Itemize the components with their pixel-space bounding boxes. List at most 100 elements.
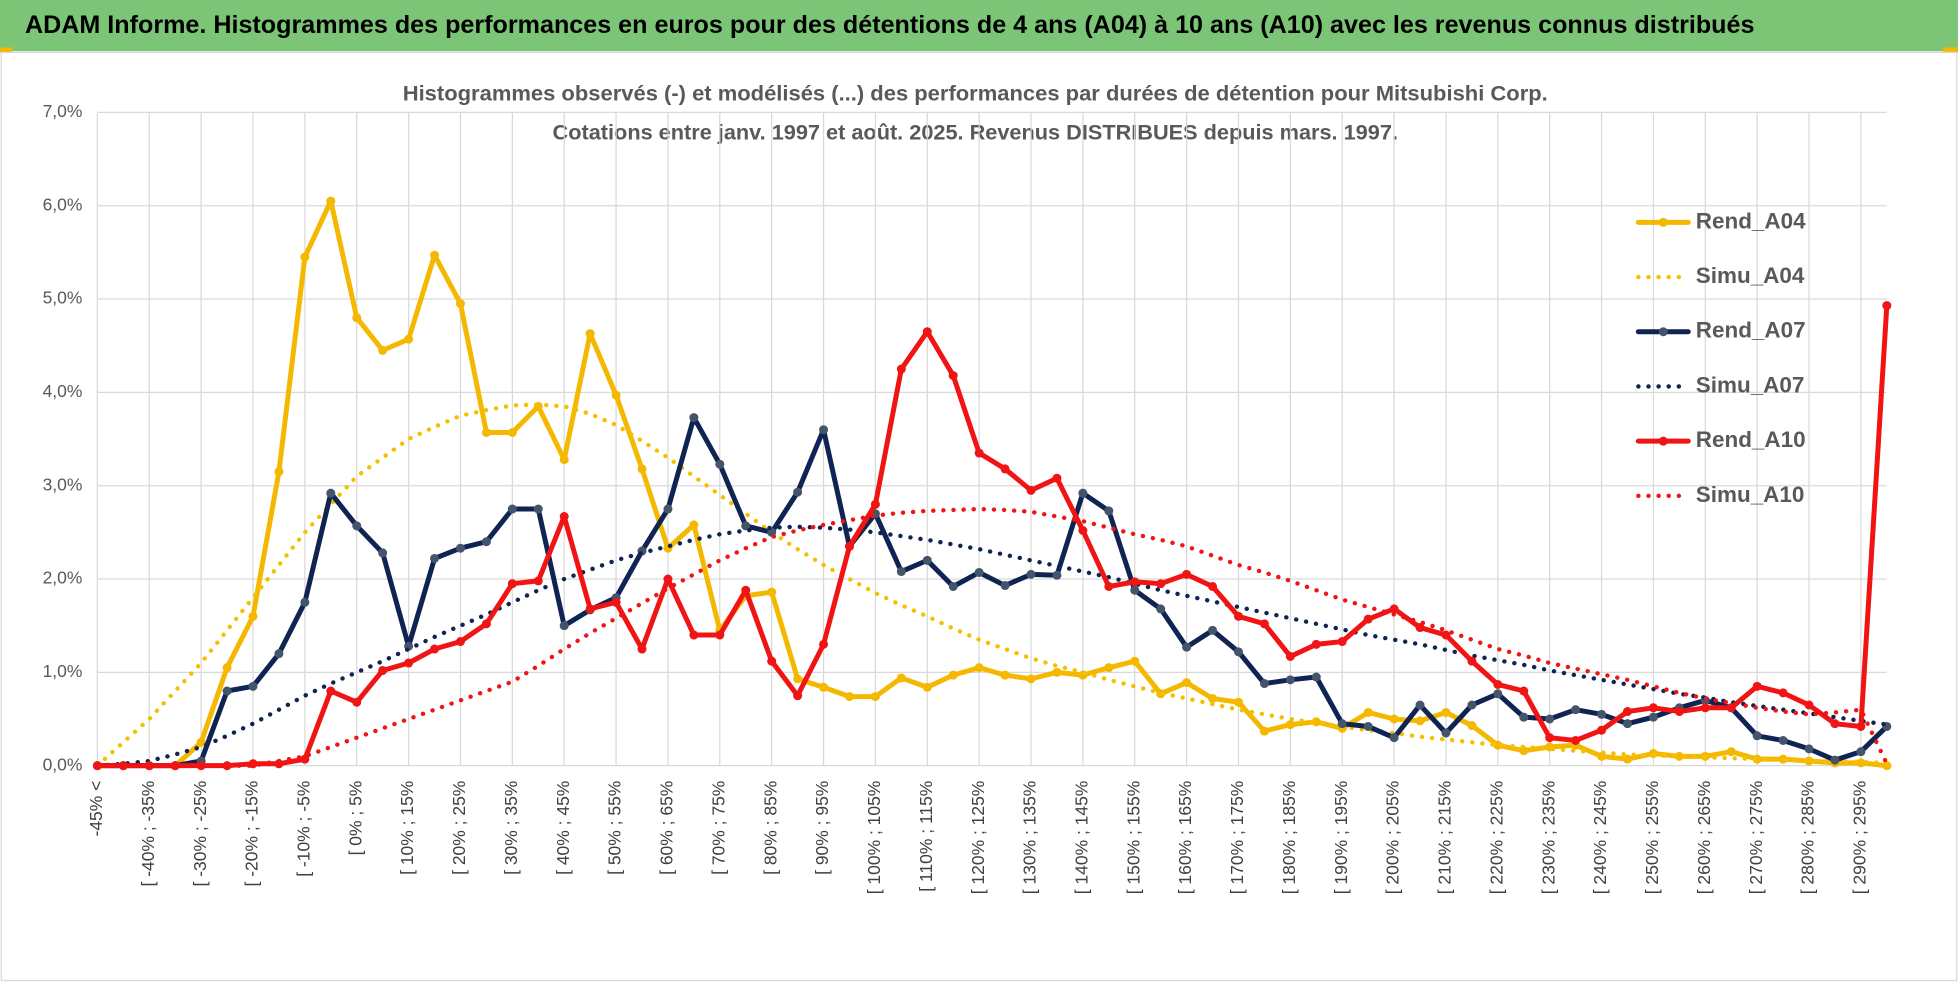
series-line [95,506,1890,768]
data-point [326,488,336,498]
data-point [170,761,180,771]
data-point [793,487,803,497]
y-tick-label: 2,0% [43,568,83,588]
data-point [1182,569,1192,579]
y-tick-label: 1,0% [43,661,83,681]
x-tick-label: [ -30% ; -25% [190,781,210,887]
data-point [1648,703,1658,713]
data-point [274,649,284,659]
data-point [430,250,440,260]
data-point [352,697,362,707]
y-tick-label: 4,0% [43,381,83,401]
legend-label: Rend_A10 [1696,427,1806,452]
data-point [404,658,414,668]
data-point [1104,581,1114,591]
data-point [948,371,958,381]
data-point [1311,717,1321,727]
data-point [196,737,206,747]
data-point [1311,639,1321,649]
x-tick-label: [ 90% ; 95% [812,781,832,875]
data-point [455,543,465,553]
data-point [1130,656,1140,666]
data-point [793,674,803,684]
x-tick-label: -45% < [86,781,106,837]
data-point [1700,703,1710,713]
data-point [248,681,258,691]
x-tick-label: [ 20% ; 25% [449,781,469,875]
data-point [896,364,906,374]
x-tick-label: [ 140% ; 145% [1072,781,1092,895]
data-point [378,548,388,558]
data-point [1441,707,1451,717]
data-point [741,585,751,595]
data-point [1130,585,1140,595]
data-point [222,663,232,673]
corner-mark [0,47,13,53]
data-point [1156,579,1166,589]
data-point [767,587,777,597]
data-point [1026,485,1036,495]
data-point [844,692,854,702]
x-tick-label: [ 290% ; 295% [1850,781,1870,895]
data-point [1233,647,1243,657]
data-point [352,521,362,531]
data-point [1078,525,1088,535]
x-tick-label: [ 260% ; 265% [1694,781,1714,895]
data-point [1519,686,1529,696]
data-point [1804,756,1814,766]
data-point [1571,705,1581,715]
x-tick-label: [ 190% ; 195% [1331,781,1351,895]
data-point [1130,577,1140,587]
x-tick-label: [ 210% ; 215% [1435,781,1455,895]
series-line [95,524,1890,768]
data-point [922,555,932,565]
header-bar [0,0,1958,52]
data-point [844,541,854,551]
chart-subtitle: Cotations entre janv. 1997 et août. 2025… [553,121,1398,144]
data-point [715,630,725,640]
data-point [326,196,336,206]
x-tick-label: [ -40% ; -35% [138,781,158,887]
data-point [896,673,906,683]
x-tick-label: [ 50% ; 55% [605,781,625,875]
data-point [1674,707,1684,717]
data-point [896,567,906,577]
legend-marker [1658,217,1668,227]
x-tick-label: [ 250% ; 255% [1642,781,1662,895]
data-point [1104,506,1114,516]
legend-label: Simu_A04 [1696,263,1805,288]
data-point [870,692,880,702]
x-tick-label: [ 160% ; 165% [1175,781,1195,895]
data-point [819,682,829,692]
data-point [585,329,595,339]
data-point [404,334,414,344]
y-tick-label: 7,0% [43,101,83,121]
data-point [1726,747,1736,757]
data-point [1389,714,1399,724]
data-point [974,663,984,673]
data-point [1545,733,1555,743]
data-point [1285,720,1295,730]
data-point [663,574,673,584]
data-point [300,252,310,262]
x-tick-label: [ 110% ; 115% [916,781,936,892]
data-point [455,299,465,309]
data-point [326,686,336,696]
data-point [819,639,829,649]
data-point [1571,735,1581,745]
data-point [1467,656,1477,666]
series-line [94,303,1890,769]
data-point [1000,670,1010,680]
data-point [1208,581,1218,591]
x-tick-label: [ 80% ; 85% [760,781,780,875]
data-point [1000,581,1010,591]
x-tick-label: [ 220% ; 225% [1486,781,1506,895]
data-point [1830,719,1840,729]
x-tick-label: [ 130% ; 135% [1020,781,1040,895]
legend-label: Rend_A07 [1696,318,1806,343]
data-point [1726,703,1736,713]
data-point [481,428,491,438]
y-tick-label: 3,0% [43,474,83,494]
x-tick-label: [ -10% ; -5% [293,781,313,877]
